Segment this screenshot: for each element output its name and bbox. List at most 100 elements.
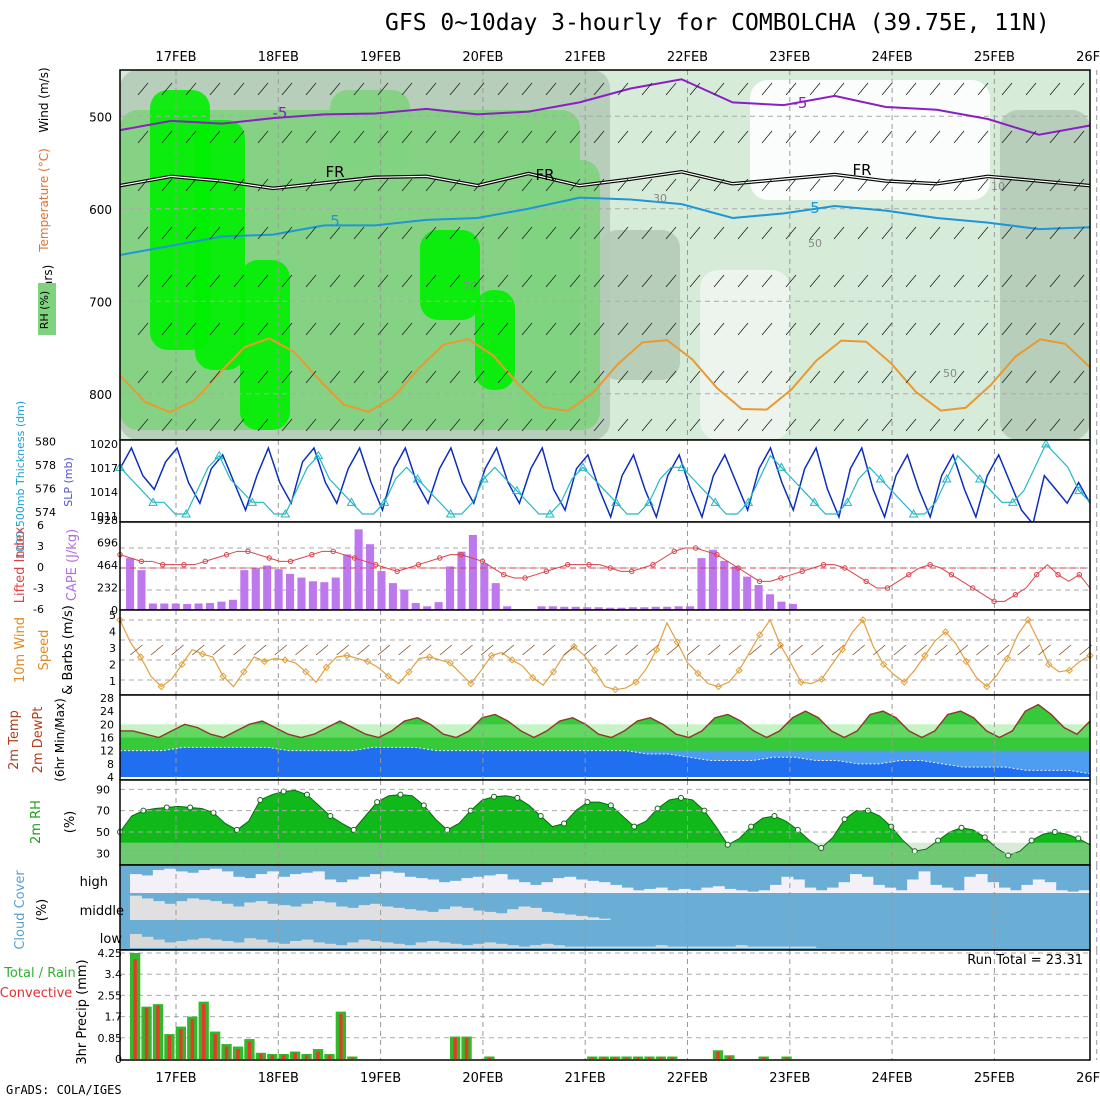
- precip-convective-bar: [716, 1051, 720, 1059]
- cape-bar: [160, 603, 169, 610]
- cloud-high-cell: [392, 872, 405, 893]
- wind-barb: [497, 418, 509, 432]
- rh2m-axis-label: 2m RH: [29, 800, 44, 844]
- wind-barb: [497, 370, 509, 384]
- wind-barb: [785, 274, 797, 288]
- wind-barb: [1073, 418, 1085, 432]
- wind-barb: [857, 178, 869, 192]
- wind-barb: [689, 274, 701, 288]
- lifted-index-axis-label: Lifted Index: [13, 526, 28, 603]
- cloud-middle-cell: [495, 913, 508, 920]
- precip-convective-bar: [202, 1004, 206, 1059]
- cloud-low-cell: [678, 946, 691, 948]
- precip-convective-bar: [624, 1057, 629, 1059]
- cloud-middle-cell: [290, 906, 302, 920]
- cape-bar: [274, 569, 283, 610]
- wind-barb: [1025, 82, 1037, 96]
- rh2m-marker: [654, 805, 661, 812]
- lifted-index-marker: [287, 558, 294, 565]
- date-label-bottom: 18FEB: [258, 1071, 299, 1086]
- wind-barb: [929, 274, 941, 288]
- wind-barb: [665, 130, 677, 144]
- wind-barb: [137, 274, 149, 288]
- cloud-middle-cell: [484, 911, 497, 920]
- cloud-high-cell: [1032, 879, 1045, 893]
- surface-wind-barb: [150, 644, 164, 656]
- cloud-middle-cell: [210, 901, 222, 920]
- lifted-index-marker: [671, 548, 677, 555]
- cloud-high-cell: [381, 871, 394, 893]
- cloud-high-cell: [198, 870, 211, 893]
- wind-barb: [857, 130, 869, 144]
- rh-axis-label: RH (%): [38, 291, 51, 329]
- wind-tick-label: 4: [109, 626, 116, 639]
- isotherm-warm-line: [119, 337, 1091, 414]
- wind-barb: [305, 226, 317, 240]
- date-label-bottom: 22FEB: [667, 1071, 708, 1086]
- surface-wind-barb: [769, 644, 783, 656]
- cloud-middle-cell: [472, 910, 485, 920]
- cloud-low-cell: [587, 946, 600, 948]
- temp-axis-label-3: (6hr Min/Max): [53, 698, 67, 782]
- contour-label: -5: [793, 94, 808, 112]
- wind-barb: [257, 226, 269, 240]
- wind-barb: [425, 178, 437, 192]
- wind-barb: [929, 226, 941, 240]
- cloud-middle-cell: [187, 898, 200, 920]
- thickness-marker: [809, 497, 820, 506]
- wind-barb: [233, 274, 245, 288]
- contour-label: FR: [535, 166, 554, 184]
- cloud-high-cell: [610, 884, 622, 893]
- wind-barb: [929, 82, 941, 96]
- cloud-high-cell: [175, 871, 188, 893]
- precip-convective-bar: [144, 1007, 149, 1059]
- rh2m-marker: [537, 813, 544, 819]
- cape-bar: [468, 534, 477, 610]
- wind-barb: [713, 322, 725, 336]
- rh2m-marker: [1028, 837, 1035, 844]
- surface-wind-barb: [480, 644, 494, 656]
- wind-barb: [209, 226, 221, 240]
- wind-barb: [185, 130, 197, 144]
- wind-barb: [257, 274, 269, 288]
- wind-speed-marker: [1086, 651, 1094, 660]
- cloud-middle-cell: [358, 905, 371, 920]
- wind-barb: [257, 82, 269, 96]
- wind-barb: [905, 178, 917, 192]
- surface-wind-barb: [996, 644, 1010, 656]
- cloud-low-cell: [598, 946, 611, 948]
- wind-speed-marker: [776, 641, 785, 649]
- wind-barb: [593, 274, 605, 288]
- temp-tick-label: 24: [100, 705, 114, 718]
- cloud-high-cell: [724, 888, 737, 893]
- wind-barb: [689, 130, 701, 144]
- wind-speed-marker: [1024, 616, 1032, 624]
- precip-convective-bar: [259, 1054, 263, 1059]
- cloud-high-cell: [301, 872, 314, 893]
- rh2m-marker: [420, 802, 427, 809]
- wind-barb: [305, 274, 317, 288]
- cloud-middle-cell: [438, 909, 451, 920]
- cape-bar: [548, 606, 557, 610]
- surface-wind-barb: [934, 644, 948, 656]
- lifted-index-marker: [159, 561, 166, 568]
- wind-barb: [401, 82, 413, 96]
- surface-wind-barb: [315, 644, 329, 656]
- wind-barb: [329, 226, 341, 240]
- wind-barb: [209, 370, 221, 384]
- wind-barb: [161, 178, 173, 192]
- cape-bar: [320, 582, 329, 610]
- cloud-middle-cell: [198, 899, 211, 920]
- slp-tick-label: 1020: [90, 438, 118, 451]
- wind-barb: [1025, 370, 1037, 384]
- cloud-high-cell: [975, 874, 988, 893]
- cloud-high-cell: [804, 887, 817, 893]
- surface-wind-barb: [955, 644, 969, 656]
- cloud-high-cell: [632, 890, 645, 893]
- wind-barb: [497, 274, 509, 288]
- surface-wind-barb: [357, 644, 370, 656]
- wind-barb: [209, 274, 221, 288]
- thickness-marker: [148, 497, 158, 506]
- wind-barb: [641, 130, 653, 144]
- wind-barb: [209, 130, 221, 144]
